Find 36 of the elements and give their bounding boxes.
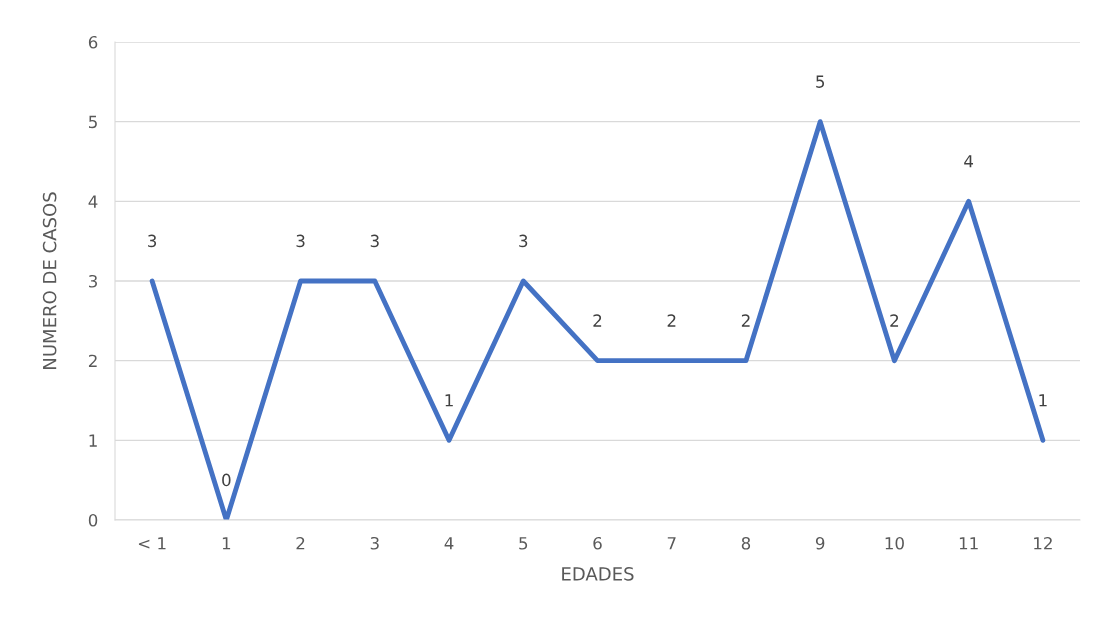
x-tick-label: 1	[222, 537, 231, 550]
data-label: 4	[964, 155, 974, 168]
data-label: 1	[445, 394, 453, 407]
data-label: 0	[222, 473, 231, 487]
line-series	[149, 119, 1046, 520]
data-label: 2	[593, 314, 602, 327]
y-tick-label: 3	[89, 274, 97, 288]
x-axis-title: EDADES	[562, 567, 634, 581]
x-tick-label: 7	[667, 537, 676, 550]
data-label: 3	[148, 234, 157, 248]
data-label: 3	[519, 234, 528, 248]
data-label: 3	[370, 234, 379, 248]
y-tick-label: 0	[88, 513, 98, 527]
x-tick-label: 4	[444, 537, 454, 550]
data-label: 2	[667, 314, 676, 327]
y-tick-label: 4	[88, 195, 98, 208]
data-label: 5	[816, 75, 825, 88]
x-tick-label: 5	[519, 537, 528, 550]
y-tick-label: 6	[88, 35, 98, 49]
y-tick-label: 1	[89, 434, 97, 447]
y-axis-title: NUMERO DE CASOS	[42, 192, 57, 369]
x-tick-label: < 1	[138, 537, 166, 550]
data-label: 2	[741, 314, 750, 327]
data-label: 1	[1039, 394, 1047, 407]
x-tick-label: 3	[370, 536, 379, 550]
data-label: 3	[296, 234, 305, 248]
x-tick-label: 12	[1034, 536, 1052, 550]
x-tick-label: 11	[959, 537, 978, 550]
y-tick-label: 2	[88, 354, 97, 367]
x-tick-label: 9	[815, 536, 825, 550]
data-label: 2	[890, 314, 899, 327]
x-tick-label: 2	[296, 536, 305, 550]
x-tick-label: 8	[741, 536, 751, 550]
y-tick-label: 5	[89, 115, 97, 129]
x-tick-label: 10	[885, 536, 904, 550]
x-tick-label: 6	[593, 536, 602, 550]
